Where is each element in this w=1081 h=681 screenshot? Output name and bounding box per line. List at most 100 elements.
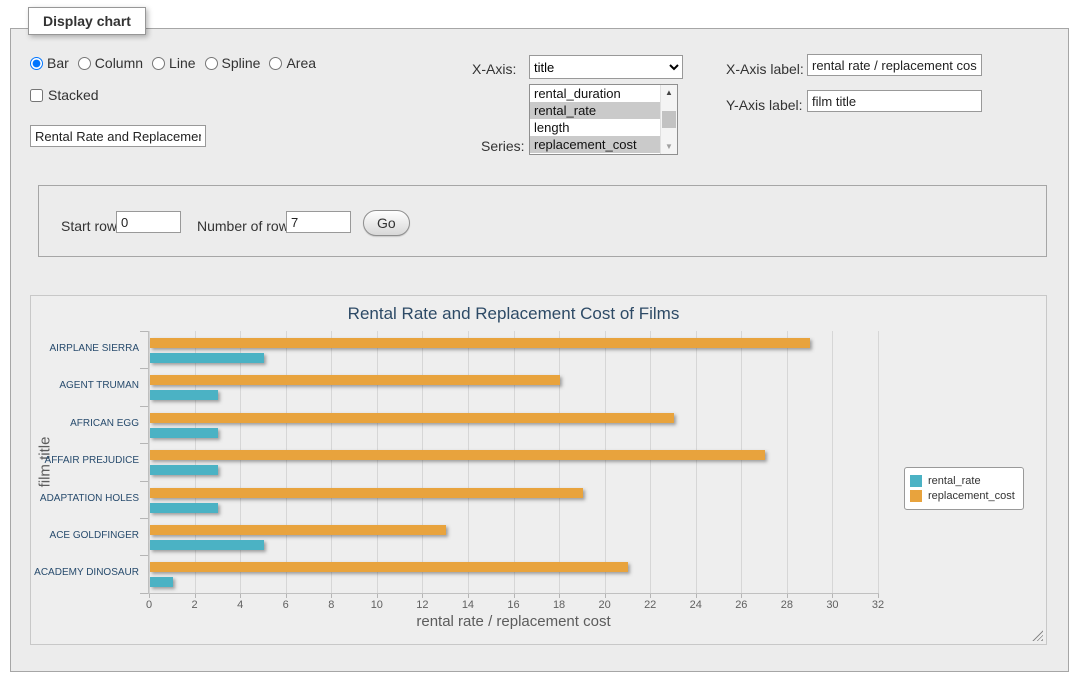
start-row-input[interactable]	[116, 211, 181, 233]
legend-item-rental_rate[interactable]: rental_rate	[910, 475, 1015, 487]
y-axis-tick	[140, 481, 148, 482]
chart-type-radio-label: Column	[95, 55, 143, 71]
gridline	[286, 331, 287, 593]
bar-replacement_cost[interactable]	[150, 338, 810, 348]
gridline	[559, 331, 560, 593]
y-axis-label-input[interactable]	[807, 90, 982, 112]
category-label: ADAPTATION HOLES	[31, 493, 139, 504]
x-axis-tick-label: 12	[402, 599, 442, 611]
bar-rental_rate[interactable]	[150, 390, 218, 400]
category-label: AFFAIR PREJUDICE	[31, 455, 139, 466]
series-option-rental_duration[interactable]: rental_duration	[530, 85, 660, 102]
gridline	[650, 331, 651, 593]
category-label: AGENT TRUMAN	[31, 380, 139, 391]
chart-type-radio-bar[interactable]	[30, 57, 43, 70]
bar-replacement_cost[interactable]	[150, 562, 628, 572]
scroll-down-icon[interactable]: ▼	[661, 139, 677, 154]
chart-type-radio-group: Bar Column Line Spline Area	[30, 55, 325, 71]
series-option-length[interactable]: length	[530, 119, 660, 136]
num-rows-label: Number of rows:	[197, 218, 300, 234]
y-axis-tick	[140, 443, 148, 444]
bar-rental_rate[interactable]	[150, 503, 218, 513]
chart-type-radio-spline[interactable]	[205, 57, 218, 70]
y-axis-tick	[140, 593, 148, 594]
bar-replacement_cost[interactable]	[150, 450, 765, 460]
scroll-up-icon[interactable]: ▲	[661, 85, 677, 100]
legend-swatch-icon	[910, 475, 922, 487]
gridline	[149, 331, 150, 593]
chart-type-radio-label: Bar	[47, 55, 69, 71]
chart-type-radio-label: Line	[169, 55, 195, 71]
bar-rental_rate[interactable]	[150, 465, 218, 475]
series-option-rental_rate[interactable]: rental_rate	[530, 102, 660, 119]
scrollbar-track[interactable]	[661, 100, 677, 139]
x-axis-tick-label: 14	[448, 599, 488, 611]
gridline	[377, 331, 378, 593]
x-axis-tick-label: 16	[494, 599, 534, 611]
x-axis-tick-label: 30	[812, 599, 852, 611]
gridline	[878, 331, 879, 593]
gridline	[195, 331, 196, 593]
x-axis-tick-label: 10	[357, 599, 397, 611]
x-axis-select-label: X-Axis:	[472, 61, 516, 77]
y-axis-tick	[140, 368, 148, 369]
chart-title: Rental Rate and Replacement Cost of Film…	[149, 304, 878, 324]
chart-type-option-bar: Bar	[30, 55, 69, 71]
chart-type-radio-label: Spline	[222, 55, 261, 71]
chart-type-radio-column[interactable]	[78, 57, 91, 70]
y-axis-tick	[140, 555, 148, 556]
gridline	[468, 331, 469, 593]
chart-type-radio-label: Area	[286, 55, 316, 71]
series-scrollbar[interactable]: ▲ ▼	[660, 85, 677, 154]
series-option-replacement_cost[interactable]: replacement_cost	[530, 136, 660, 153]
num-rows-input[interactable]	[286, 211, 351, 233]
gridline	[741, 331, 742, 593]
y-axis-line	[148, 331, 149, 593]
y-axis-tick	[140, 406, 148, 407]
bar-rental_rate[interactable]	[150, 353, 264, 363]
chart-legend: rental_rate replacement_cost	[904, 467, 1024, 510]
x-axis-tick-label: 6	[266, 599, 306, 611]
page: Display chart Bar Column Line Spline Area St…	[0, 0, 1081, 681]
category-label: ACE GOLDFINGER	[31, 530, 139, 541]
x-axis-tick-label: 20	[585, 599, 625, 611]
legend-label: replacement_cost	[928, 490, 1015, 502]
stacked-checkbox[interactable]	[30, 89, 43, 102]
gridline	[422, 331, 423, 593]
x-axis-tick-label: 0	[129, 599, 169, 611]
go-button[interactable]: Go	[363, 210, 410, 236]
display-chart-tab: Display chart	[28, 7, 146, 35]
series-select-label: Series:	[481, 138, 525, 154]
x-axis-label-label: X-Axis label:	[726, 61, 804, 77]
chart-title-input[interactable]	[30, 125, 206, 147]
gridline	[832, 331, 833, 593]
x-axis-tick-label: 24	[676, 599, 716, 611]
legend-item-replacement_cost[interactable]: replacement_cost	[910, 490, 1015, 502]
category-label: AIRPLANE SIERRA	[31, 343, 139, 354]
category-label: ACADEMY DINOSAUR	[31, 567, 139, 578]
bar-rental_rate[interactable]	[150, 428, 218, 438]
stacked-row: Stacked	[30, 87, 99, 103]
chart-x-axis-title: rental rate / replacement cost	[149, 613, 878, 630]
x-axis-select[interactable]: title	[529, 55, 683, 79]
x-axis-label-input[interactable]	[807, 54, 982, 76]
x-axis-tick-label: 26	[721, 599, 761, 611]
scrollbar-thumb[interactable]	[662, 111, 676, 129]
chart-type-option-spline: Spline	[205, 55, 261, 71]
bar-replacement_cost[interactable]	[150, 375, 560, 385]
x-axis-tick-label: 18	[539, 599, 579, 611]
bar-replacement_cost[interactable]	[150, 488, 583, 498]
gridline	[605, 331, 606, 593]
chart-type-radio-line[interactable]	[152, 57, 165, 70]
chart-type-radio-area[interactable]	[269, 57, 282, 70]
bar-replacement_cost[interactable]	[150, 525, 446, 535]
chart-type-option-line: Line	[152, 55, 195, 71]
y-axis-label-label: Y-Axis label:	[726, 97, 803, 113]
series-listbox[interactable]: rental_durationrental_ratelengthreplacem…	[529, 84, 678, 155]
bar-replacement_cost[interactable]	[150, 413, 674, 423]
bar-rental_rate[interactable]	[150, 540, 264, 550]
resize-handle-icon[interactable]	[1032, 630, 1043, 641]
legend-swatch-icon	[910, 490, 922, 502]
bar-rental_rate[interactable]	[150, 577, 173, 587]
x-axis-tick-label: 2	[175, 599, 215, 611]
